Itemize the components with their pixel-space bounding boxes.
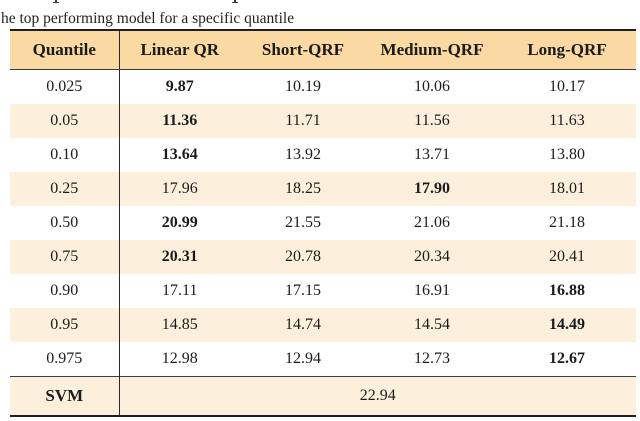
value-cell: 10.17: [498, 69, 636, 104]
value-cell: 18.01: [498, 172, 636, 206]
column-header-short-qrf: Short-QRF: [240, 30, 366, 70]
value-cell: 21.55: [240, 206, 366, 240]
quantile-cell: 0.50: [10, 206, 120, 240]
value-cell: 21.06: [366, 206, 498, 240]
table-header: Quantile Linear QR Short-QRF Medium-QRF …: [10, 30, 636, 70]
value-cell: 10.06: [366, 69, 498, 104]
quantile-cell: 0.05: [10, 104, 120, 138]
table-row: 0.25 17.96 18.25 17.90 18.01: [10, 172, 636, 206]
value-cell: 11.63: [498, 104, 636, 138]
quantile-cell: 0.10: [10, 138, 120, 172]
header-row: Quantile Linear QR Short-QRF Medium-QRF …: [10, 30, 636, 70]
quantile-cell: 0.025: [10, 69, 120, 104]
svm-row: SVM 22.94: [10, 376, 636, 416]
value-cell: 17.11: [119, 274, 240, 308]
value-cell: 20.78: [240, 240, 366, 274]
table-row: 0.05 11.36 11.71 11.56 11.63: [10, 104, 636, 138]
value-cell: 14.85: [119, 308, 240, 342]
quantile-cell: 0.25: [10, 172, 120, 206]
value-cell: 12.67: [498, 342, 636, 377]
value-cell: 12.98: [119, 342, 240, 377]
clipped-text-fragment: [232, 0, 238, 3]
value-cell: 16.88: [498, 274, 636, 308]
value-cell: 13.80: [498, 138, 636, 172]
value-cell: 20.41: [498, 240, 636, 274]
table-row: 0.975 12.98 12.94 12.73 12.67: [10, 342, 636, 377]
value-cell: 12.94: [240, 342, 366, 377]
value-cell: 10.19: [240, 69, 366, 104]
value-cell: 20.99: [119, 206, 240, 240]
value-cell: 14.74: [240, 308, 366, 342]
value-cell: 13.92: [240, 138, 366, 172]
quantile-cell: 0.90: [10, 274, 120, 308]
value-cell: 11.56: [366, 104, 498, 138]
column-header-quantile: Quantile: [10, 30, 120, 70]
value-cell: 11.71: [240, 104, 366, 138]
value-cell: 16.91: [366, 274, 498, 308]
table-body: 0.025 9.87 10.19 10.06 10.17 0.05 11.36 …: [10, 69, 636, 377]
table-footer: SVM 22.94: [10, 376, 636, 416]
value-cell: 14.49: [498, 308, 636, 342]
column-header-long-qrf: Long-QRF: [498, 30, 636, 70]
table-caption: he top performing model for a specific q…: [1, 10, 295, 27]
quantile-cell: 0.95: [10, 308, 120, 342]
value-cell: 18.25: [240, 172, 366, 206]
value-cell: 9.87: [119, 69, 240, 104]
value-cell: 11.36: [119, 104, 240, 138]
value-cell: 14.54: [366, 308, 498, 342]
value-cell: 20.34: [366, 240, 498, 274]
svm-value: 22.94: [119, 376, 636, 416]
value-cell: 21.18: [498, 206, 636, 240]
value-cell: 13.71: [366, 138, 498, 172]
column-header-medium-qrf: Medium-QRF: [366, 30, 498, 70]
value-cell: 20.31: [119, 240, 240, 274]
table-row: 0.95 14.85 14.74 14.54 14.49: [10, 308, 636, 342]
column-header-linear-qr: Linear QR: [119, 30, 240, 70]
value-cell: 17.96: [119, 172, 240, 206]
table-row: 0.90 17.11 17.15 16.91 16.88: [10, 274, 636, 308]
value-cell: 17.15: [240, 274, 366, 308]
value-cell: 17.90: [366, 172, 498, 206]
results-table: Quantile Linear QR Short-QRF Medium-QRF …: [10, 29, 636, 417]
table-row: 0.10 13.64 13.92 13.71 13.80: [10, 138, 636, 172]
quantile-cell: 0.75: [10, 240, 120, 274]
quantile-cell: 0.975: [10, 342, 120, 377]
table-row: 0.025 9.87 10.19 10.06 10.17: [10, 69, 636, 104]
value-cell: 13.64: [119, 138, 240, 172]
table-row: 0.75 20.31 20.78 20.34 20.41: [10, 240, 636, 274]
svm-label: SVM: [10, 376, 120, 416]
value-cell: 12.73: [366, 342, 498, 377]
table-row: 0.50 20.99 21.55 21.06 21.18: [10, 206, 636, 240]
clipped-text-fragment: [53, 0, 59, 3]
